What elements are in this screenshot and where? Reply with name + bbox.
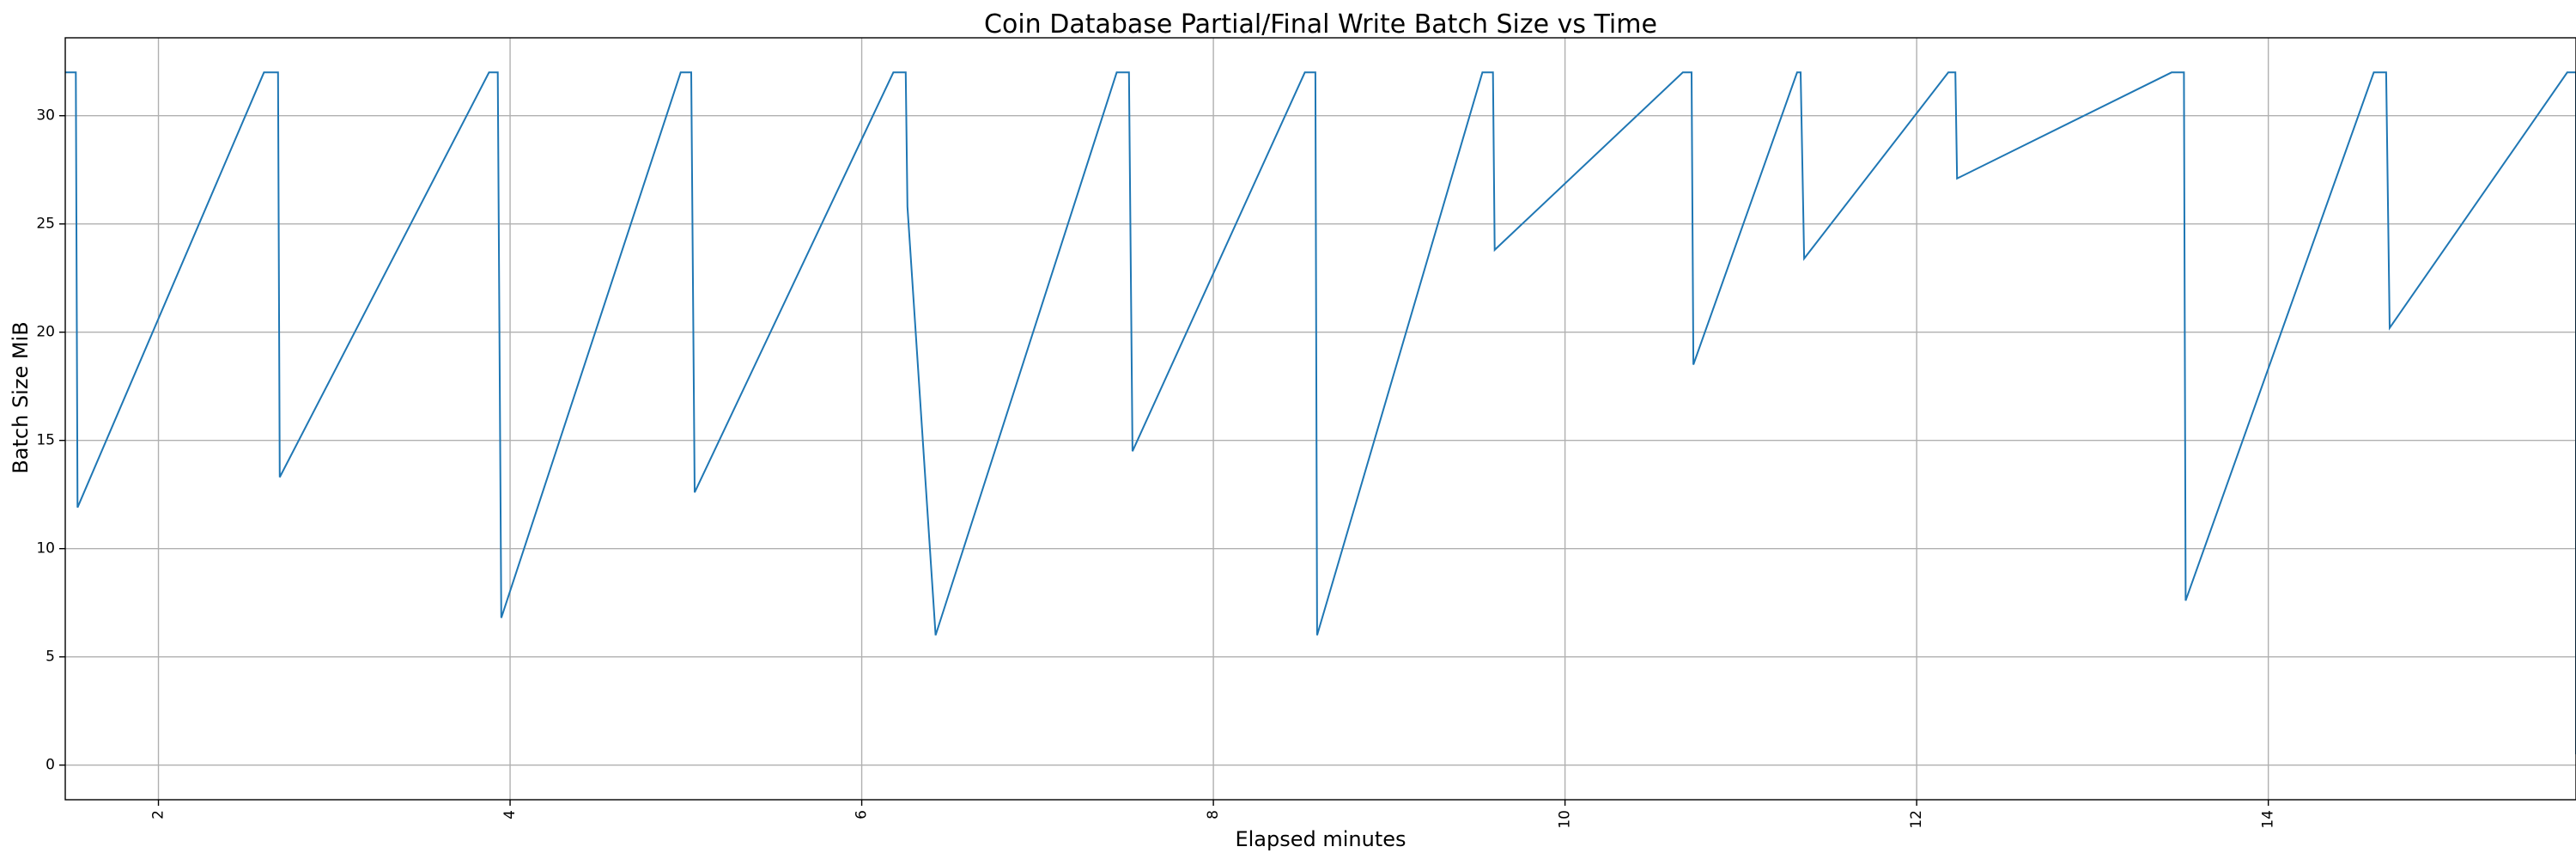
x-tick-labels: 2 4 6 8 10 12 14 [150, 810, 2277, 829]
y-tick-label: 10 [36, 540, 55, 557]
y-tick-label: 5 [46, 649, 55, 666]
series-line [65, 71, 2576, 755]
x-tick-label: 12 [1908, 810, 1925, 829]
y-axis-label: Batch Size MiB [9, 321, 33, 473]
y-tick-label: 15 [36, 432, 55, 449]
grid-lines [65, 38, 2576, 800]
x-tick-label: 10 [1557, 810, 1574, 829]
y-tick-label: 0 [46, 757, 55, 774]
y-tick-labels: 0 5 10 15 20 25 30 [36, 107, 55, 774]
x-tick-label: 4 [501, 810, 519, 819]
x-axis-label: Elapsed minutes [1235, 827, 1406, 851]
y-tick-label: 25 [36, 216, 55, 233]
plot-frame [64, 37, 2576, 801]
x-tick-label: 14 [2260, 810, 2277, 829]
chart-title: Coin Database Partial/Final Write Batch … [984, 9, 1657, 40]
x-tick-label: 6 [854, 810, 871, 819]
tick-marks [59, 115, 2269, 806]
y-tick-label: 30 [36, 107, 55, 125]
y-tick-label: 20 [36, 324, 55, 341]
x-tick-label: 8 [1205, 810, 1222, 819]
x-tick-label: 2 [150, 810, 167, 819]
